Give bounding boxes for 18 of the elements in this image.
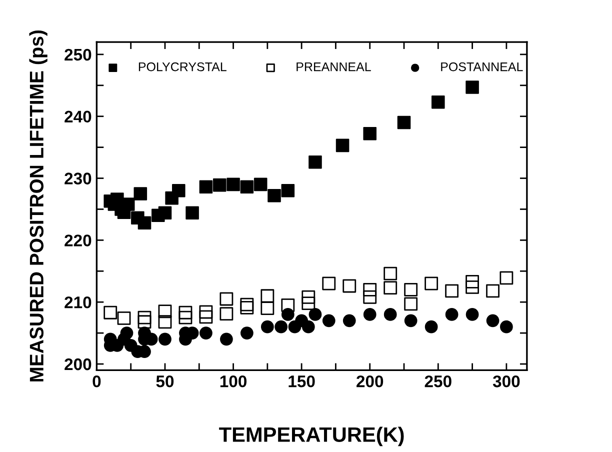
x-tick-label: 150	[288, 375, 315, 388]
legend-label: POSTANNEAL	[441, 62, 523, 72]
y-axis-title: MEASURED POSITRON LIFETIME (ps)	[29, 30, 48, 382]
y-tick-label: 200	[64, 358, 92, 370]
x-tick-label: 250	[424, 375, 452, 388]
x-tick-label: 100	[220, 375, 246, 388]
y-tick-label: 230	[64, 172, 92, 184]
x-tick-label: 0	[92, 375, 101, 388]
legend-label: PREANNEAL	[296, 62, 371, 72]
x-tick-label: 300	[492, 375, 520, 388]
x-tick-label: 50	[156, 375, 174, 388]
x-axis-title: TEMPERATURE(K)	[219, 426, 404, 446]
y-tick-label: 240	[64, 110, 92, 123]
y-tick-label: 220	[64, 234, 92, 246]
y-tick-label: 210	[64, 296, 92, 308]
x-tick-label: 200	[356, 375, 384, 388]
y-tick-label: 250	[64, 48, 92, 61]
legend-label: POLYCRYSTAL	[138, 62, 226, 72]
